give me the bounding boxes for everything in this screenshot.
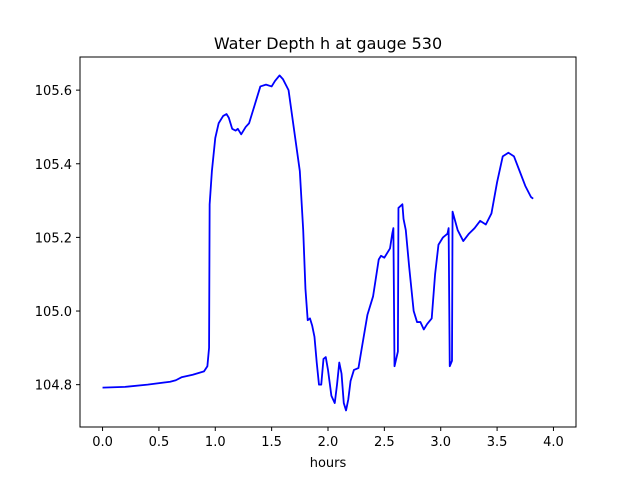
y-tick-label: 105.2 bbox=[35, 231, 72, 246]
x-axis-label: hours bbox=[310, 456, 347, 471]
x-axis: 0.0 0.5 1.0 1.5 2.0 2.5 3.0 3.5 4.0 bbox=[92, 427, 564, 450]
series-layer bbox=[102, 74, 534, 412]
y-tick-label: 105.4 bbox=[35, 158, 72, 173]
x-tick-label: 2.5 bbox=[374, 435, 395, 450]
y-tick-label: 105.6 bbox=[35, 84, 72, 99]
x-tick-label: 1.0 bbox=[205, 435, 226, 450]
x-tick-label: 0.5 bbox=[149, 435, 170, 450]
y-axis: 104.8 105.0 105.2 105.4 105.6 bbox=[35, 84, 80, 394]
x-tick-label: 0.0 bbox=[92, 435, 113, 450]
x-tick-label: 2.0 bbox=[318, 435, 339, 450]
x-tick-label: 3.0 bbox=[430, 435, 451, 450]
y-tick-label: 105.0 bbox=[35, 305, 72, 320]
x-tick-label: 1.5 bbox=[261, 435, 282, 450]
series-line-0 bbox=[102, 74, 534, 412]
chart-title: Water Depth h at gauge 530 bbox=[214, 34, 442, 53]
x-tick-label: 4.0 bbox=[543, 435, 564, 450]
y-tick-label: 104.8 bbox=[35, 379, 72, 394]
x-tick-label: 3.5 bbox=[487, 435, 508, 450]
